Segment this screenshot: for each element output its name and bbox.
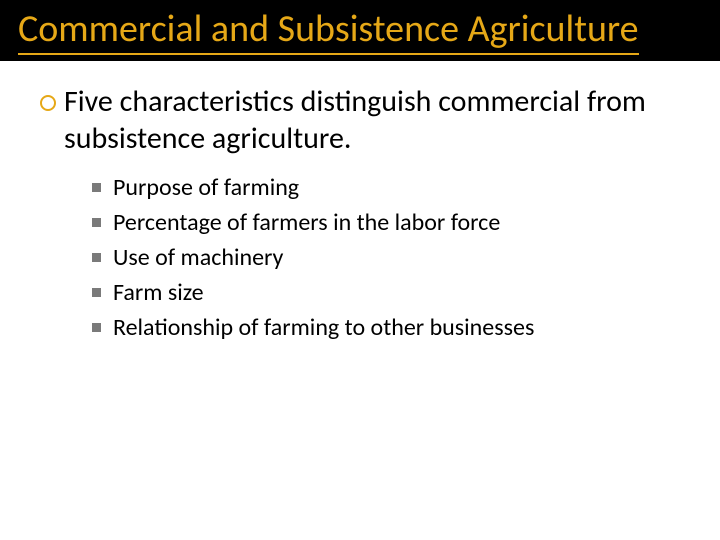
- square-bullet-icon: [92, 288, 101, 297]
- list-item: Relationship of farming to other busines…: [92, 312, 680, 343]
- sub-point-text: Farm size: [113, 277, 204, 308]
- slide-title: Commercial and Subsistence Agriculture: [18, 8, 639, 55]
- sub-point-text: Use of machinery: [113, 242, 283, 273]
- square-bullet-icon: [92, 323, 101, 332]
- square-bullet-icon: [92, 253, 101, 262]
- sub-point-text: Purpose of farming: [113, 172, 299, 203]
- list-item: Purpose of farming: [92, 172, 680, 203]
- list-item: Percentage of farmers in the labor force: [92, 207, 680, 238]
- list-item: Use of machinery: [92, 242, 680, 273]
- main-bullet-row: Five characteristics distinguish commerc…: [40, 83, 680, 158]
- title-bar: Commercial and Subsistence Agriculture: [0, 0, 720, 61]
- main-point-text: Five characteristics distinguish commerc…: [64, 83, 680, 158]
- list-item: Farm size: [92, 277, 680, 308]
- sub-bullet-list: Purpose of farming Percentage of farmers…: [40, 172, 680, 344]
- sub-point-text: Relationship of farming to other busines…: [113, 312, 534, 343]
- sub-point-text: Percentage of farmers in the labor force: [113, 207, 500, 238]
- circle-bullet-icon: [40, 95, 56, 111]
- square-bullet-icon: [92, 183, 101, 192]
- slide-content: Five characteristics distinguish commerc…: [0, 61, 720, 344]
- square-bullet-icon: [92, 218, 101, 227]
